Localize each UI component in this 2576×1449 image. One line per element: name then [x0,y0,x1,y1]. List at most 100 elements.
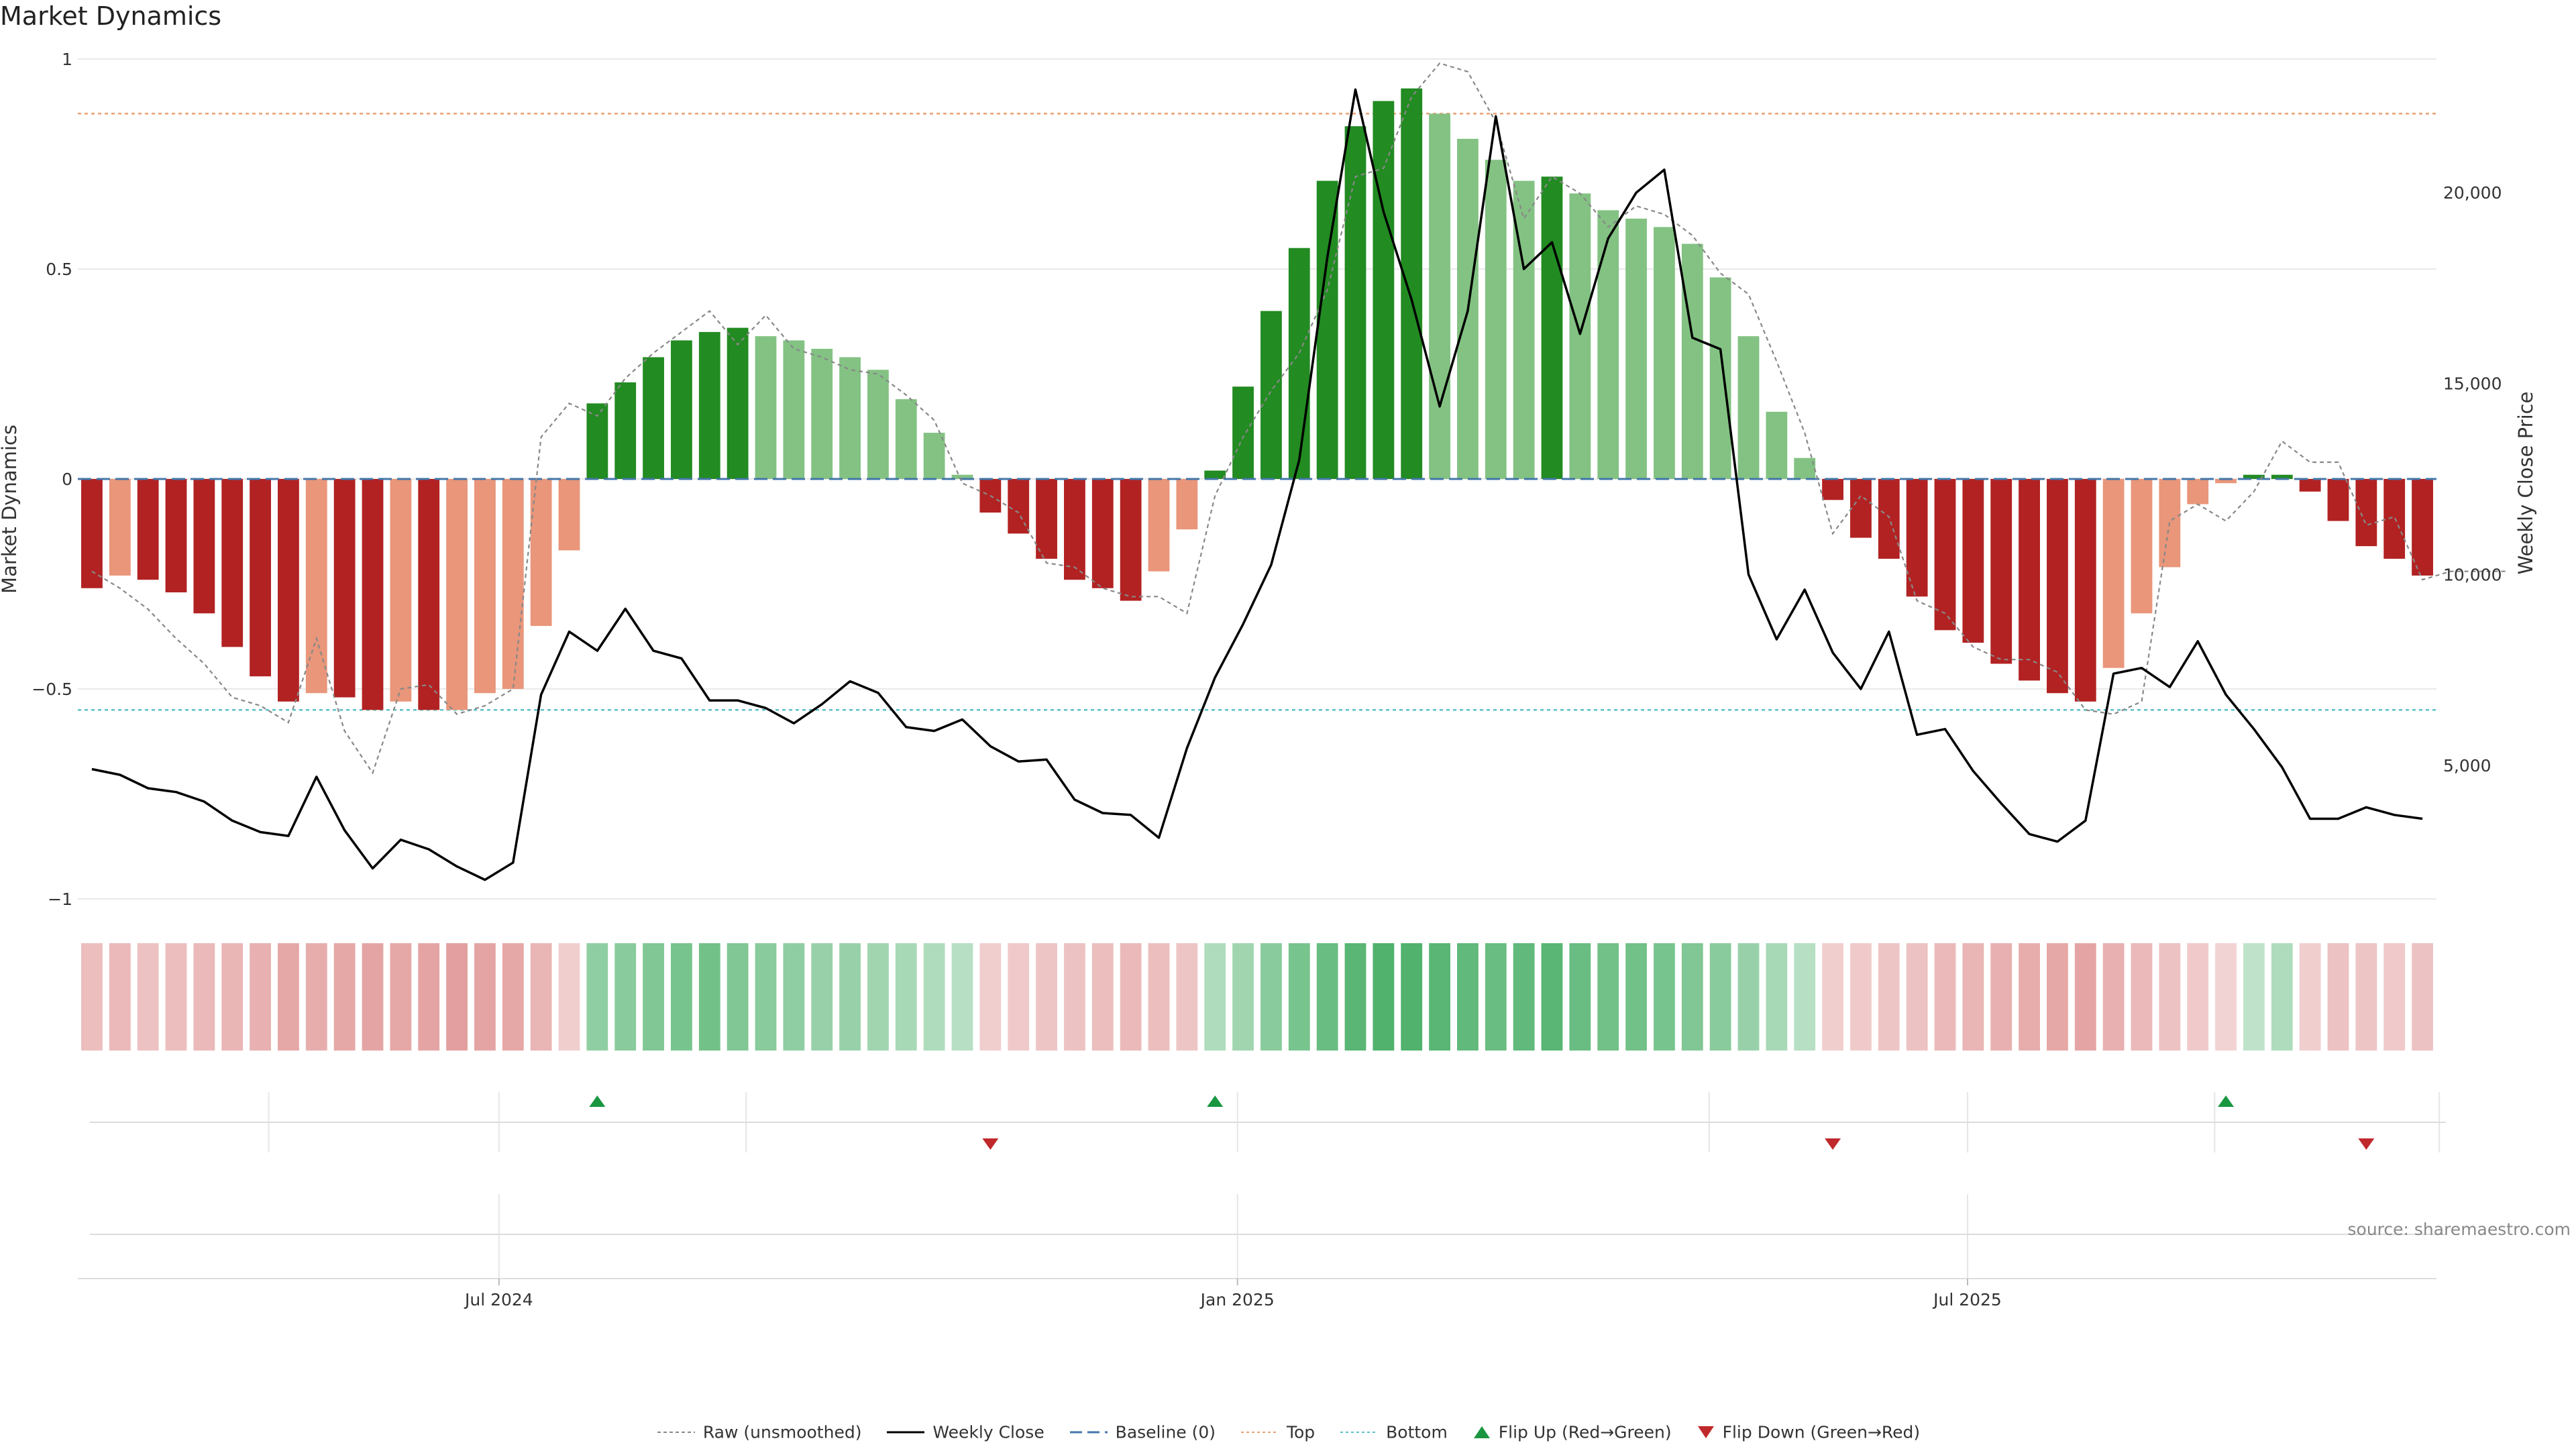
x-axis: Jul 2024 Jan 2025 Jul 2025 [78,1278,2436,1309]
strength-cell [1625,943,1647,1051]
strength-cell [250,943,271,1051]
legend-bottom: Bottom [1339,1421,1448,1442]
dynamics-bars [78,88,2436,710]
strength-cell [1429,943,1450,1051]
strength-cell [530,943,552,1051]
dynamics-bar [1373,101,1395,480]
axes: 1 0.5 0 −0.5 −1 20,000 15,000 10,000 5,000 Market… [0,50,2537,909]
flip-down-marker [982,1138,999,1150]
flip-down-triangle-icon [1697,1426,1714,1438]
strength-cell [2187,943,2209,1051]
legend-flip-up-label: Flip Up (Red→Green) [1498,1422,1672,1442]
dynamics-bar [165,479,187,593]
dynamics-bar [755,336,777,479]
dynamics-bar [1822,479,1843,500]
dynamics-bar [1176,479,1198,530]
strength-cell [1148,943,1170,1051]
strength-cell [698,943,720,1051]
strength-cell [1654,943,1675,1051]
strength-cell [1878,943,1900,1051]
strength-cell [2383,943,2406,1051]
dynamics-bar [193,479,215,614]
y-right-tick-label: 20,000 [2443,183,2502,203]
strength-cell [923,943,945,1051]
dynamics-bar [1036,479,1057,559]
dynamics-bar [839,357,861,479]
dynamics-bar [502,479,524,689]
dynamics-bar [2327,479,2349,521]
strength-cell [221,943,244,1051]
strength-cell [2131,943,2153,1051]
dynamics-bar [1794,458,1816,479]
dynamics-bar [1204,470,1226,479]
strength-cell [1373,943,1395,1051]
dynamics-bar [446,479,468,710]
strength-cell [109,943,131,1051]
dynamics-bar [221,479,244,647]
legend-raw-label: Raw (unsmoothed) [702,1422,862,1442]
legend-top: Top [1240,1421,1315,1442]
strength-cell [2102,943,2125,1051]
dynamics-bar [250,479,271,677]
raw-line [91,62,2507,775]
legend-flip-up: Flip Up (Red→Green) [1472,1421,1672,1442]
legend-baseline-swatch [1069,1431,1108,1434]
strength-cell [1962,943,1984,1051]
strength-cell [1260,943,1282,1051]
flip-up-triangle-icon [1473,1426,1490,1438]
strength-cell [2299,943,2321,1051]
dynamics-bar [1878,479,1900,559]
strength-cell [1091,943,1114,1051]
strength-cell [474,943,496,1051]
dynamics-bar [1148,479,1170,572]
strength-strip [81,943,2433,1051]
dynamics-bar [278,479,299,702]
strength-cell [2243,943,2265,1051]
strength-cell [979,943,1002,1051]
raw-series [91,62,2507,775]
y-left-tick-label: 1 [62,50,72,69]
strength-cell [1990,943,2012,1051]
dynamics-bar [2074,479,2096,702]
y-left-tick-label: −1 [48,890,72,909]
flip-up-marker [589,1095,606,1107]
flip-markers-panel [90,1092,2446,1278]
dynamics-bar [474,479,496,694]
strength-cell [727,943,749,1051]
y-right-tick-label: 15,000 [2443,374,2502,394]
strength-cell [1737,943,1760,1051]
x-tick-label: Jan 2025 [1199,1290,1275,1309]
dynamics-bar [671,340,692,479]
dynamics-bar [586,403,608,479]
strength-cell [2215,943,2237,1051]
strength-cell [81,943,103,1051]
dynamics-bar [1232,386,1254,479]
x-tick-label: Jul 2024 [464,1290,533,1309]
dynamics-bar [2047,479,2068,694]
strength-cell [1597,943,1619,1051]
strength-cell [811,943,833,1051]
strength-cell [2019,943,2040,1051]
dynamics-bar [2299,479,2321,492]
strength-cell [558,943,580,1051]
strength-cell [2355,943,2377,1051]
dynamics-bar [727,327,749,479]
dynamics-bar [1681,244,1703,479]
legend-baseline-label: Baseline (0) [1115,1422,1216,1442]
strength-cell [1064,943,1085,1051]
chart-title: Market Dynamics [0,1,222,31]
flip-down-marker [2358,1138,2375,1150]
strength-cell [2047,943,2068,1051]
legend-top-label: Top [1286,1422,1316,1442]
strength-cell [1513,943,1535,1051]
dynamics-bar [2019,479,2040,681]
dynamics-bar [951,474,973,479]
dynamics-bar [109,479,131,576]
dynamics-bar [390,479,412,702]
y-right-tick-label: 10,000 [2443,565,2502,584]
dynamics-bar [418,479,440,710]
strength-cell [137,943,159,1051]
dynamics-bar [923,433,945,479]
strength-cell [951,943,973,1051]
